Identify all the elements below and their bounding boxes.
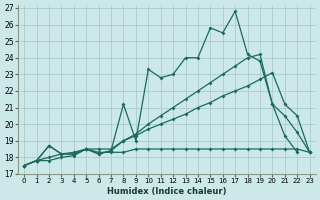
X-axis label: Humidex (Indice chaleur): Humidex (Indice chaleur) <box>107 187 227 196</box>
